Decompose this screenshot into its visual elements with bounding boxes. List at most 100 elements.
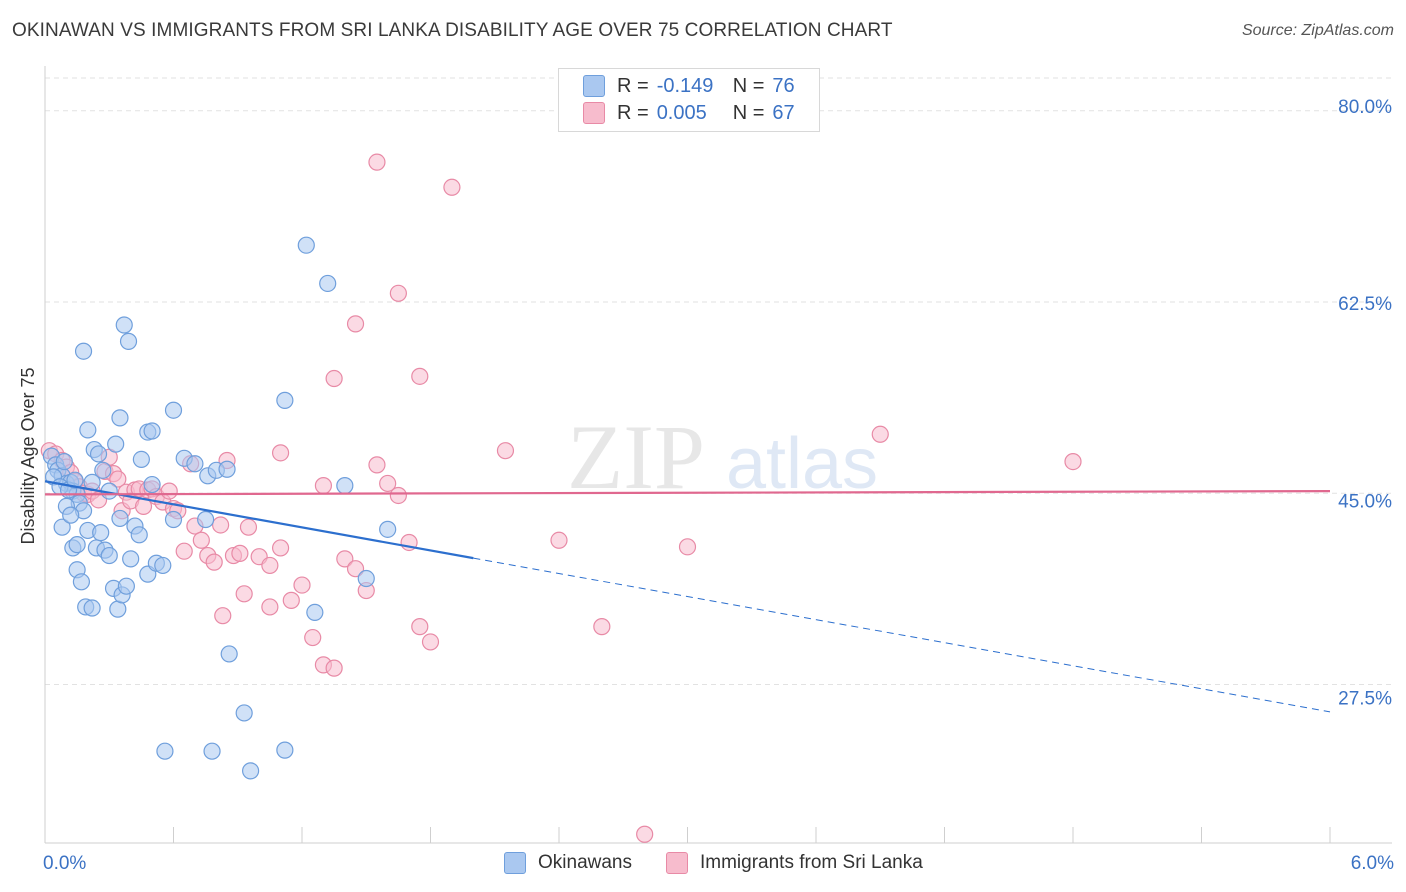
legend-r-label: R =	[617, 74, 649, 97]
point-sri-lanka	[261, 556, 279, 575]
bottom-legend: Okinawans Immigrants from Sri Lanka	[0, 852, 1406, 876]
legend-swatch-pink	[583, 102, 605, 124]
point-okinawan	[111, 509, 129, 528]
point-okinawan	[79, 421, 97, 439]
point-sri-lanka	[192, 531, 210, 549]
point-okinawan	[319, 274, 337, 293]
bottom-legend-swatch-pink	[666, 852, 688, 874]
point-sri-lanka	[293, 576, 311, 594]
point-okinawan	[66, 471, 84, 489]
y-axis-label: Disability Age Over 75	[18, 367, 38, 544]
point-okinawan	[235, 704, 253, 722]
point-sri-lanka	[411, 367, 429, 385]
trend-layer	[44, 480, 1331, 713]
bottom-legend-okinawans: Okinawans	[504, 852, 632, 874]
legend-r-label: R =	[617, 101, 649, 124]
point-okinawan	[156, 742, 174, 760]
point-okinawan	[117, 577, 135, 595]
point-okinawan	[92, 524, 110, 542]
bottom-legend-label: Immigrants from Sri Lanka	[700, 852, 923, 873]
y-tick-label: 80.0%	[1338, 97, 1392, 118]
trend-line-sri-lanka	[44, 490, 1331, 496]
point-okinawan	[115, 316, 133, 334]
point-okinawan	[72, 573, 91, 591]
point-okinawan	[336, 477, 354, 495]
point-sri-lanka	[282, 591, 300, 609]
y-tick-label: 45.0%	[1338, 491, 1392, 512]
legend-swatch-blue	[583, 75, 605, 97]
legend: R = -0.149 N = 76 R = 0.005 N = 67	[558, 68, 820, 132]
legend-n-value: 67	[772, 101, 795, 124]
point-sri-lanka	[336, 550, 354, 568]
point-okinawan	[109, 600, 127, 618]
point-sri-lanka	[550, 531, 568, 549]
point-okinawan	[100, 546, 118, 565]
bottom-legend-sri-lanka: Immigrants from Sri Lanka	[666, 852, 923, 874]
point-okinawan	[143, 422, 161, 440]
point-sri-lanka	[678, 538, 697, 556]
watermark: ZIP atlas	[567, 406, 878, 508]
label-layer: 27.5% 45.0% 62.5% 80.0% 0.0% 6.0% Disability A…	[18, 97, 1394, 874]
point-sri-lanka	[214, 607, 232, 625]
point-sri-lanka	[212, 516, 230, 534]
point-okinawan	[74, 342, 93, 360]
watermark-atlas: atlas	[726, 424, 878, 504]
point-sri-lanka	[411, 618, 429, 636]
point-sri-lanka	[261, 598, 279, 616]
point-okinawan	[242, 762, 260, 780]
point-okinawan	[111, 409, 129, 427]
point-okinawan	[203, 742, 221, 760]
point-okinawan	[68, 536, 86, 554]
point-okinawan	[122, 550, 140, 568]
point-okinawan	[220, 645, 238, 663]
point-okinawan	[94, 461, 112, 479]
watermark-zip: ZIP	[567, 406, 705, 508]
legend-n-label: N =	[732, 74, 765, 97]
point-okinawan	[276, 741, 294, 759]
point-sri-lanka	[368, 153, 386, 171]
trend-line-okinawans-dashed	[473, 557, 1331, 713]
axis-layer	[44, 66, 1392, 844]
source-label: Source: ZipAtlas.com	[1241, 22, 1394, 39]
legend-row-okinawans: R = -0.149 N = 76	[583, 73, 795, 99]
point-sri-lanka	[239, 518, 258, 536]
point-okinawan	[143, 475, 161, 494]
point-okinawan	[119, 332, 138, 350]
point-okinawan	[132, 450, 150, 469]
point-okinawan	[379, 520, 397, 538]
point-sri-lanka	[346, 315, 365, 333]
x-tick-label: 6.0%	[1351, 853, 1394, 874]
point-sri-lanka	[160, 482, 178, 500]
legend-r-value: 0.005	[656, 101, 707, 124]
bottom-legend-swatch-blue	[504, 852, 526, 874]
point-okinawan	[83, 599, 101, 617]
point-sri-lanka	[175, 542, 193, 560]
legend-n-value: 76	[772, 74, 795, 97]
point-sri-lanka	[636, 825, 654, 843]
point-okinawan	[357, 569, 375, 588]
legend-n-label: N =	[732, 101, 765, 124]
point-okinawan	[276, 391, 294, 409]
y-tick-label: 62.5%	[1338, 294, 1392, 315]
legend-r-value: -0.149	[656, 74, 714, 97]
point-okinawan	[154, 556, 172, 575]
point-okinawan	[297, 236, 315, 254]
legend-row-sri-lanka: R = 0.005 N = 67	[583, 100, 795, 126]
point-sri-lanka	[443, 178, 461, 196]
bottom-legend-label: Okinawans	[538, 852, 632, 873]
point-sri-lanka	[205, 553, 223, 571]
point-sri-lanka	[325, 369, 343, 388]
point-sri-lanka	[304, 628, 322, 647]
point-sri-lanka	[389, 284, 407, 302]
chart-title: OKINAWAN VS IMMIGRANTS FROM SRI LANKA DI…	[12, 20, 893, 41]
point-sri-lanka	[235, 585, 253, 603]
point-sri-lanka	[314, 477, 333, 495]
point-sri-lanka	[1064, 452, 1082, 471]
point-okinawan	[186, 455, 204, 473]
point-sri-lanka	[109, 470, 127, 488]
x-tick-label: 0.0%	[43, 853, 86, 874]
point-sri-lanka	[421, 633, 440, 651]
point-sri-lanka	[325, 659, 343, 677]
point-okinawan	[306, 603, 324, 622]
